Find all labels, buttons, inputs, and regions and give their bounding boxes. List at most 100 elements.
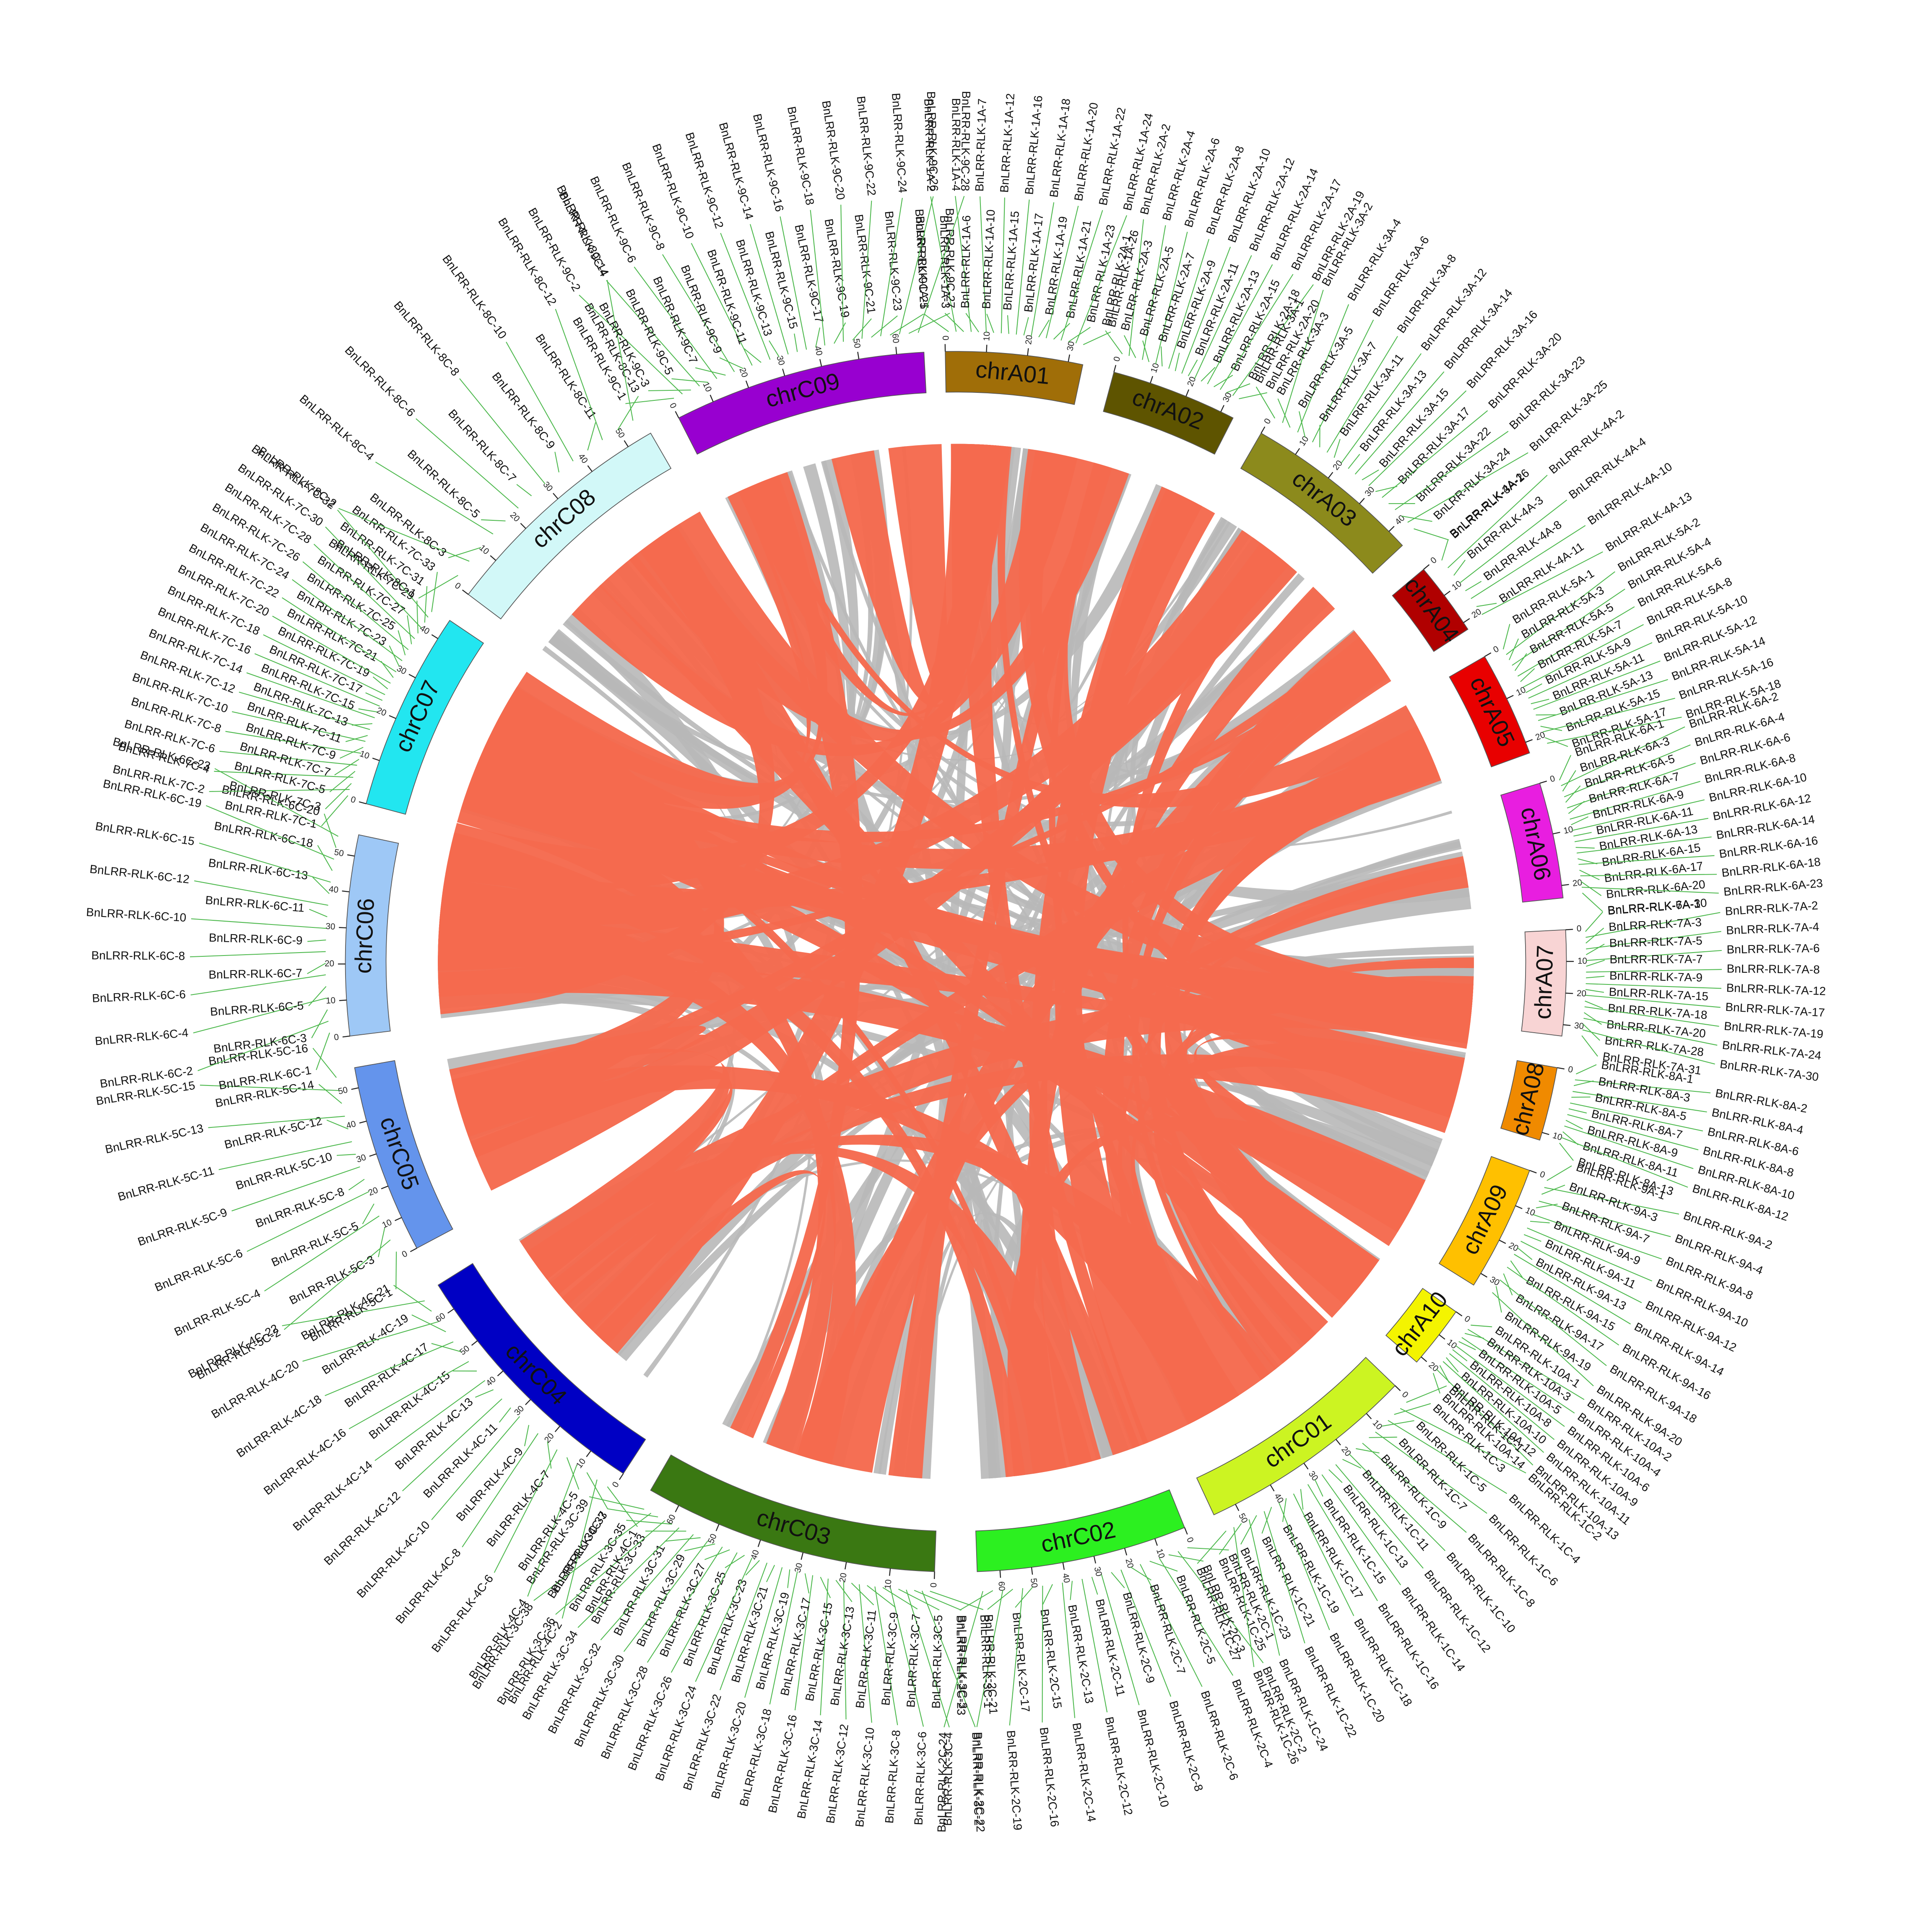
gene-leader <box>365 692 383 701</box>
chromosome-band <box>437 1263 646 1474</box>
gene-leader <box>1075 215 1127 343</box>
tick-label: 60 <box>890 333 901 344</box>
gene-leader <box>607 1508 658 1517</box>
gene-leader <box>1307 1484 1378 1601</box>
tick-mark <box>342 890 350 893</box>
gene-leader <box>1578 855 1715 865</box>
gene-leader <box>1335 1464 1424 1569</box>
gene-leader <box>749 224 789 355</box>
tick-mark <box>410 1248 417 1252</box>
gene-leader <box>424 586 428 623</box>
tick-mark <box>359 1120 367 1124</box>
gene-leader <box>1140 1564 1203 1687</box>
gene-leader <box>1053 323 1071 340</box>
gene-leader <box>1081 1579 1108 1713</box>
ribbon <box>813 637 1391 1473</box>
gene-leader <box>1342 1459 1362 1469</box>
gene-leader <box>1130 1566 1151 1581</box>
gene-leader <box>1517 606 1635 677</box>
tick-mark <box>1463 618 1470 623</box>
gene-leader <box>851 1582 874 1605</box>
ribbon <box>445 832 1026 1478</box>
tick-label: 10 <box>1149 362 1161 374</box>
gene-leader <box>555 1520 665 1615</box>
gene-label: BnLRR-RLK-6C-5 <box>210 999 304 1018</box>
gene-leader <box>190 974 326 995</box>
gene-leader <box>874 1586 898 1725</box>
gene-leader <box>1406 1385 1447 1403</box>
gene-label: BnLRR-RLK-9C-18 <box>785 105 817 206</box>
gene-leader <box>555 309 603 440</box>
gene-leader <box>1531 699 1549 704</box>
gene-leader <box>1240 1515 1257 1545</box>
gene-leader <box>955 196 972 332</box>
gene-leader <box>199 842 331 883</box>
tick-label: 50 <box>613 426 627 440</box>
gene-leader <box>1585 1000 1604 1009</box>
gene-leader <box>743 348 762 363</box>
gene-leader <box>719 1562 768 1690</box>
gene-leader <box>1584 1012 1602 1025</box>
gene-leader <box>448 547 481 558</box>
tick-mark <box>857 351 860 359</box>
gene-leader <box>1568 1108 1587 1114</box>
gene-leader <box>475 1389 494 1398</box>
gene-label: BnLRR-RLK-7A-17 <box>1725 1000 1825 1019</box>
gene-leader <box>348 1361 469 1429</box>
tick-mark <box>999 1570 1001 1578</box>
gene-leader <box>1128 219 1144 356</box>
gene-leader <box>606 280 700 387</box>
gene-label: BnLRR-RLK-6C-7 <box>208 966 302 981</box>
tick-mark <box>1563 1024 1571 1026</box>
tick-label: 0 <box>1400 1389 1410 1400</box>
gene-leader <box>1177 1551 1264 1663</box>
tick-mark <box>624 440 629 447</box>
gene-leader <box>351 723 372 726</box>
tick-mark <box>933 1571 935 1579</box>
gene-leader <box>600 1534 694 1641</box>
gene-label: BnLRR-RLK-2C-10 <box>1135 1708 1171 1808</box>
gene-leader <box>1572 799 1705 831</box>
gene-leader <box>1464 1333 1484 1339</box>
gene-leader <box>1562 770 1576 792</box>
gene-leader <box>375 462 494 535</box>
gene-leader <box>418 575 458 599</box>
gene-label: BnLRR-RLK-1A-12 <box>998 93 1017 193</box>
gene-leader <box>1362 1443 1467 1533</box>
gene-leader <box>1538 679 1668 721</box>
gene-leader <box>308 986 327 1006</box>
tick-label: 10 <box>1450 579 1463 592</box>
tick-label: 30 <box>325 922 335 932</box>
gene-leader <box>1586 960 1605 967</box>
tick-mark <box>490 555 496 561</box>
tick-mark <box>1366 1413 1372 1420</box>
gene-leader <box>871 315 898 338</box>
gene-leader <box>1282 290 1324 423</box>
gene-leader <box>499 1407 511 1423</box>
gene-label: BnLRR-RLK-3A-16 <box>1464 308 1540 391</box>
gene-leader <box>1528 642 1653 699</box>
gene-label: BnLRR-RLK-6A-23 <box>1723 876 1823 898</box>
ribbon <box>1168 1105 1406 1288</box>
tick-mark <box>845 1562 847 1570</box>
gene-leader <box>1514 653 1527 671</box>
gene-label: BnLRR-RLK-7A-6 <box>1726 942 1819 956</box>
gene-leader <box>1574 818 1708 842</box>
gene-leader <box>336 1154 356 1156</box>
gene-leader <box>191 918 327 929</box>
tick-mark <box>1480 1273 1488 1278</box>
gene-leader <box>362 1203 374 1224</box>
gene-leader <box>402 1398 502 1491</box>
tick-mark <box>1185 389 1190 397</box>
tick-label: 40 <box>345 1119 357 1131</box>
gene-leader <box>1038 319 1050 338</box>
gene-leader <box>1582 1029 1715 1065</box>
gene-label: BnLRR-RLK-7A-5 <box>1609 934 1702 950</box>
gene-label: BnLRR-RLK-6C-12 <box>89 862 190 886</box>
gene-leader <box>1582 893 1603 912</box>
tick-mark <box>1359 498 1365 504</box>
gene-leader <box>1407 452 1528 523</box>
gene-label: BnLRR-RLK-2C-19 <box>1004 1730 1024 1831</box>
gene-leader <box>1512 589 1625 666</box>
gene-leader <box>326 1119 348 1130</box>
